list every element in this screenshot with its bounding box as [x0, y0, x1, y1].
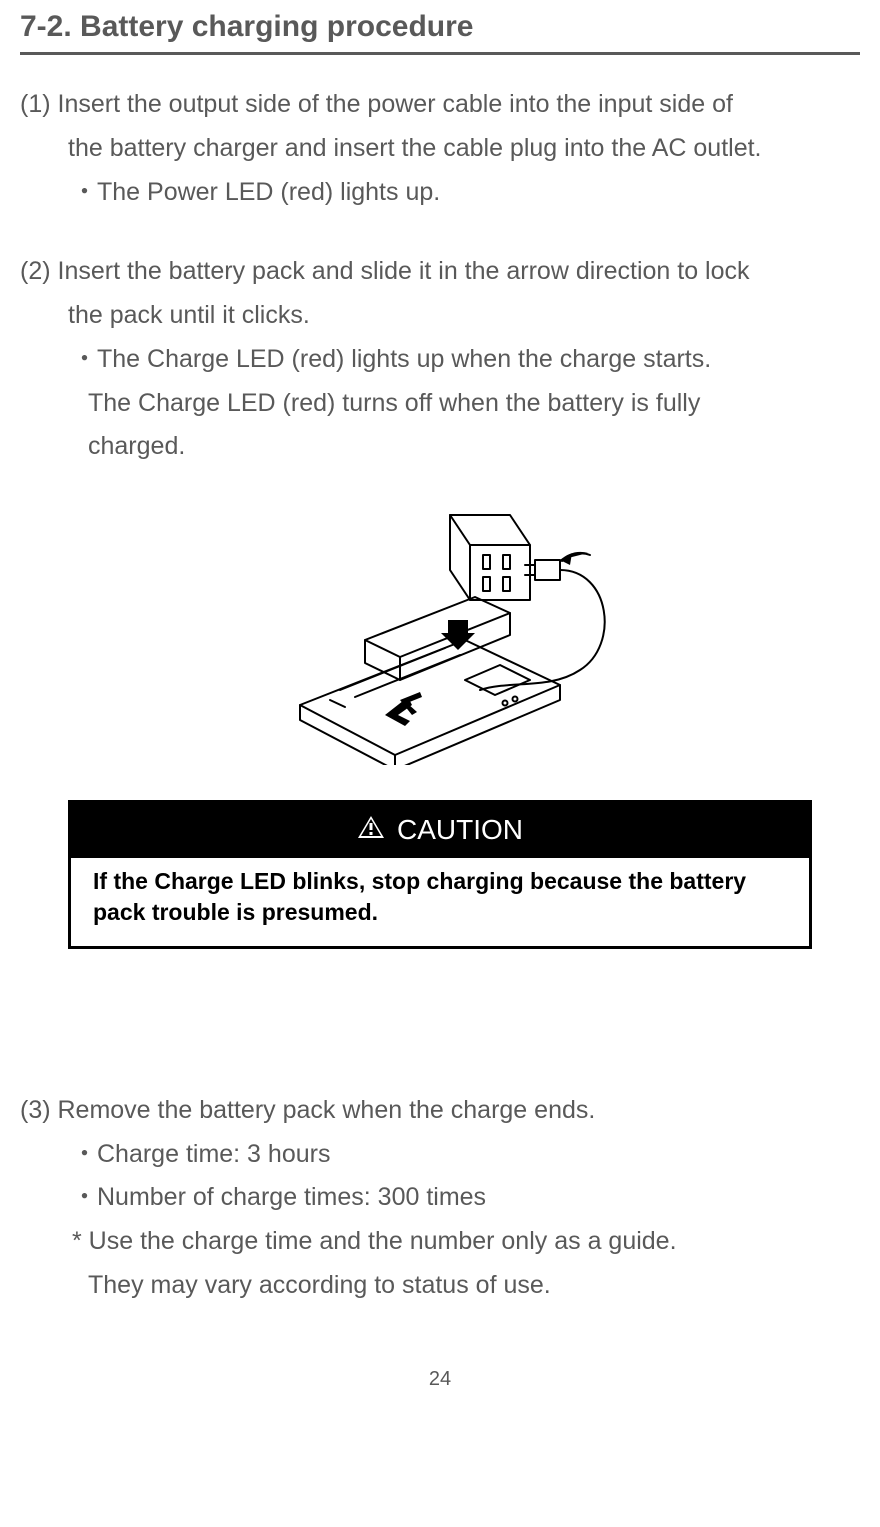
caution-body-text: If the Charge LED blinks, stop charging …: [71, 858, 809, 946]
step-3-note-2: They may vary according to status of use…: [20, 1264, 860, 1308]
step-2-line-1: (2) Insert the battery pack and slide it…: [20, 250, 860, 294]
content-body: (1) Insert the output side of the power …: [20, 83, 860, 1308]
step-3: (3) Remove the battery pack when the cha…: [20, 1089, 860, 1308]
step-1-bullet-1: ・The Power LED (red) lights up.: [20, 171, 860, 215]
step-2: (2) Insert the battery pack and slide it…: [20, 250, 860, 469]
section-heading: 7-2. Battery charging procedure: [20, 10, 860, 55]
page-number: 24: [20, 1368, 860, 1411]
step-2-bullet-2a: The Charge LED (red) turns off when the …: [20, 382, 860, 426]
step-1-line-1: (1) Insert the output side of the power …: [20, 83, 860, 127]
charger-illustration-svg: [250, 505, 630, 765]
step-3-bullet-2: ・Number of charge times: 300 times: [20, 1176, 860, 1220]
caution-header: CAUTION: [71, 803, 809, 858]
step-3-line-1: (3) Remove the battery pack when the cha…: [20, 1089, 860, 1133]
warning-icon: [357, 805, 385, 854]
step-1: (1) Insert the output side of the power …: [20, 83, 860, 214]
step-1-line-2: the battery charger and insert the cable…: [20, 127, 860, 171]
step-3-bullet-1: ・Charge time: 3 hours: [20, 1133, 860, 1177]
charger-diagram: [20, 505, 860, 780]
step-3-note-1: * Use the charge time and the number onl…: [20, 1220, 860, 1264]
caution-box: CAUTION If the Charge LED blinks, stop c…: [68, 800, 812, 949]
step-2-bullet-2b: charged.: [20, 425, 860, 469]
caution-header-text: CAUTION: [397, 805, 523, 854]
step-2-line-2: the pack until it clicks.: [20, 294, 860, 338]
step-2-bullet-1: ・The Charge LED (red) lights up when the…: [20, 338, 860, 382]
